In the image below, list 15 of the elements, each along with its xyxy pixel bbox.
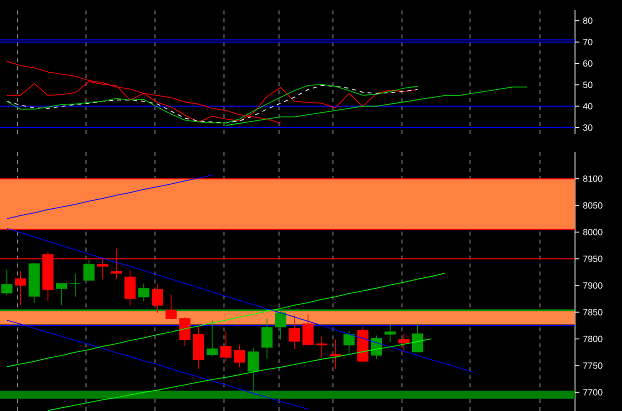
y-tick-label: 40 [582, 103, 592, 110]
y-tick-label: 70 [583, 38, 592, 46]
y-tick-label: 30 [583, 124, 592, 131]
y-tick-label: 8050 [583, 202, 602, 209]
y-tick-label: 8100 [583, 176, 602, 182]
y-tick-label: 7850 [583, 309, 602, 316]
y-tick-label: 8000 [583, 228, 602, 236]
y-tick-label: 50 [583, 82, 592, 88]
y-tick-label: 7950 [583, 256, 602, 262]
y-tick-label: 7700 [583, 389, 602, 396]
y-tick-label: 80 [583, 18, 592, 24]
y-tick-label: 7750 [583, 362, 602, 369]
y-tick-label: 7900 [583, 282, 602, 289]
y-tick-label: 60 [583, 60, 592, 67]
y-tick-label: 7800 [583, 336, 602, 342]
